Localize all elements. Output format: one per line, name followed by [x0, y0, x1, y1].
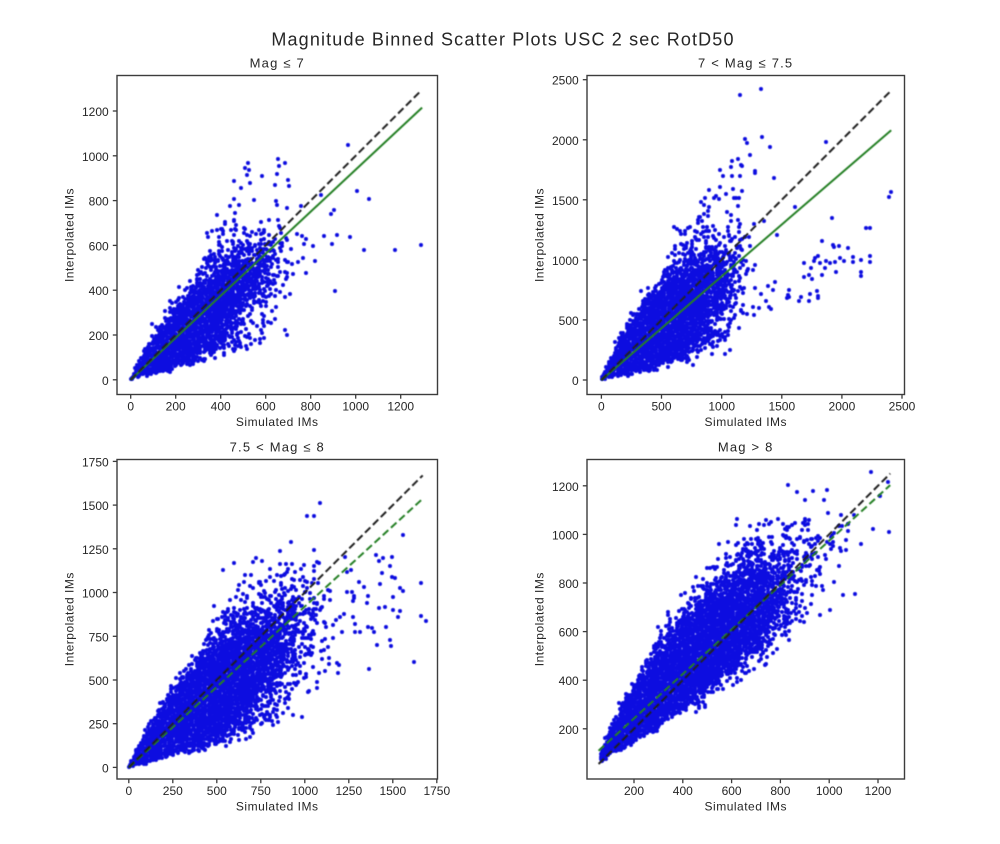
- svg-text:1200: 1200: [865, 784, 892, 798]
- svg-text:7 < Mag ≤ 7.5: 7 < Mag ≤ 7.5: [698, 56, 793, 71]
- svg-text:1000: 1000: [342, 400, 369, 414]
- svg-text:1500: 1500: [552, 194, 579, 208]
- svg-text:1250: 1250: [82, 543, 109, 557]
- svg-text:1750: 1750: [82, 455, 109, 469]
- svg-text:Simulated IMs: Simulated IMs: [236, 800, 319, 814]
- svg-text:0: 0: [572, 374, 579, 388]
- svg-text:500: 500: [89, 674, 109, 688]
- svg-text:Simulated IMs: Simulated IMs: [705, 415, 788, 429]
- svg-text:Interpolated IMs: Interpolated IMs: [533, 572, 547, 666]
- svg-text:1000: 1000: [816, 784, 843, 798]
- svg-text:1200: 1200: [82, 105, 109, 119]
- svg-text:250: 250: [89, 718, 109, 732]
- svg-text:0: 0: [125, 784, 132, 798]
- svg-text:Magnitude Binned Scatter Plots: Magnitude Binned Scatter Plots USC 2 sec…: [271, 30, 734, 50]
- svg-text:1750: 1750: [423, 784, 450, 798]
- svg-text:750: 750: [89, 630, 109, 644]
- svg-text:1000: 1000: [552, 528, 579, 542]
- svg-text:1200: 1200: [552, 480, 579, 494]
- svg-text:0: 0: [127, 400, 134, 414]
- svg-text:200: 200: [559, 723, 579, 737]
- svg-text:1200: 1200: [387, 400, 414, 414]
- svg-text:Interpolated IMs: Interpolated IMs: [63, 188, 77, 282]
- svg-text:0: 0: [598, 400, 605, 414]
- svg-text:1000: 1000: [291, 784, 318, 798]
- svg-text:1000: 1000: [82, 587, 109, 601]
- svg-text:2500: 2500: [552, 74, 579, 88]
- svg-text:Interpolated IMs: Interpolated IMs: [533, 188, 547, 282]
- svg-text:Simulated IMs: Simulated IMs: [705, 800, 788, 814]
- svg-text:2500: 2500: [889, 400, 916, 414]
- svg-text:Mag ≤ 7: Mag ≤ 7: [250, 56, 305, 71]
- svg-text:1000: 1000: [82, 150, 109, 164]
- svg-text:1500: 1500: [768, 400, 795, 414]
- svg-text:400: 400: [211, 400, 231, 414]
- svg-text:500: 500: [207, 784, 227, 798]
- svg-text:200: 200: [89, 329, 109, 343]
- svg-text:1500: 1500: [82, 499, 109, 513]
- svg-text:500: 500: [651, 400, 671, 414]
- svg-text:800: 800: [301, 400, 321, 414]
- svg-text:Simulated IMs: Simulated IMs: [236, 415, 319, 429]
- svg-text:200: 200: [624, 784, 644, 798]
- svg-text:2000: 2000: [552, 134, 579, 148]
- svg-text:800: 800: [89, 195, 109, 209]
- svg-text:600: 600: [89, 239, 109, 253]
- svg-text:Mag > 8: Mag > 8: [718, 440, 774, 455]
- svg-text:800: 800: [770, 784, 790, 798]
- svg-text:0: 0: [102, 374, 109, 388]
- svg-text:1250: 1250: [335, 784, 362, 798]
- svg-text:1000: 1000: [708, 400, 735, 414]
- svg-text:1000: 1000: [552, 254, 579, 268]
- svg-text:750: 750: [251, 784, 271, 798]
- svg-text:7.5 < Mag ≤ 8: 7.5 < Mag ≤ 8: [230, 440, 325, 455]
- svg-text:250: 250: [163, 784, 183, 798]
- svg-text:2000: 2000: [829, 400, 856, 414]
- svg-text:400: 400: [89, 284, 109, 298]
- svg-text:400: 400: [673, 784, 693, 798]
- svg-text:800: 800: [559, 577, 579, 591]
- svg-text:500: 500: [559, 314, 579, 328]
- svg-text:600: 600: [722, 784, 742, 798]
- svg-text:200: 200: [166, 400, 186, 414]
- svg-text:600: 600: [256, 400, 276, 414]
- svg-text:0: 0: [102, 761, 109, 775]
- svg-text:600: 600: [559, 626, 579, 640]
- svg-text:400: 400: [559, 674, 579, 688]
- svg-text:Interpolated IMs: Interpolated IMs: [63, 572, 77, 666]
- svg-text:1500: 1500: [379, 784, 406, 798]
